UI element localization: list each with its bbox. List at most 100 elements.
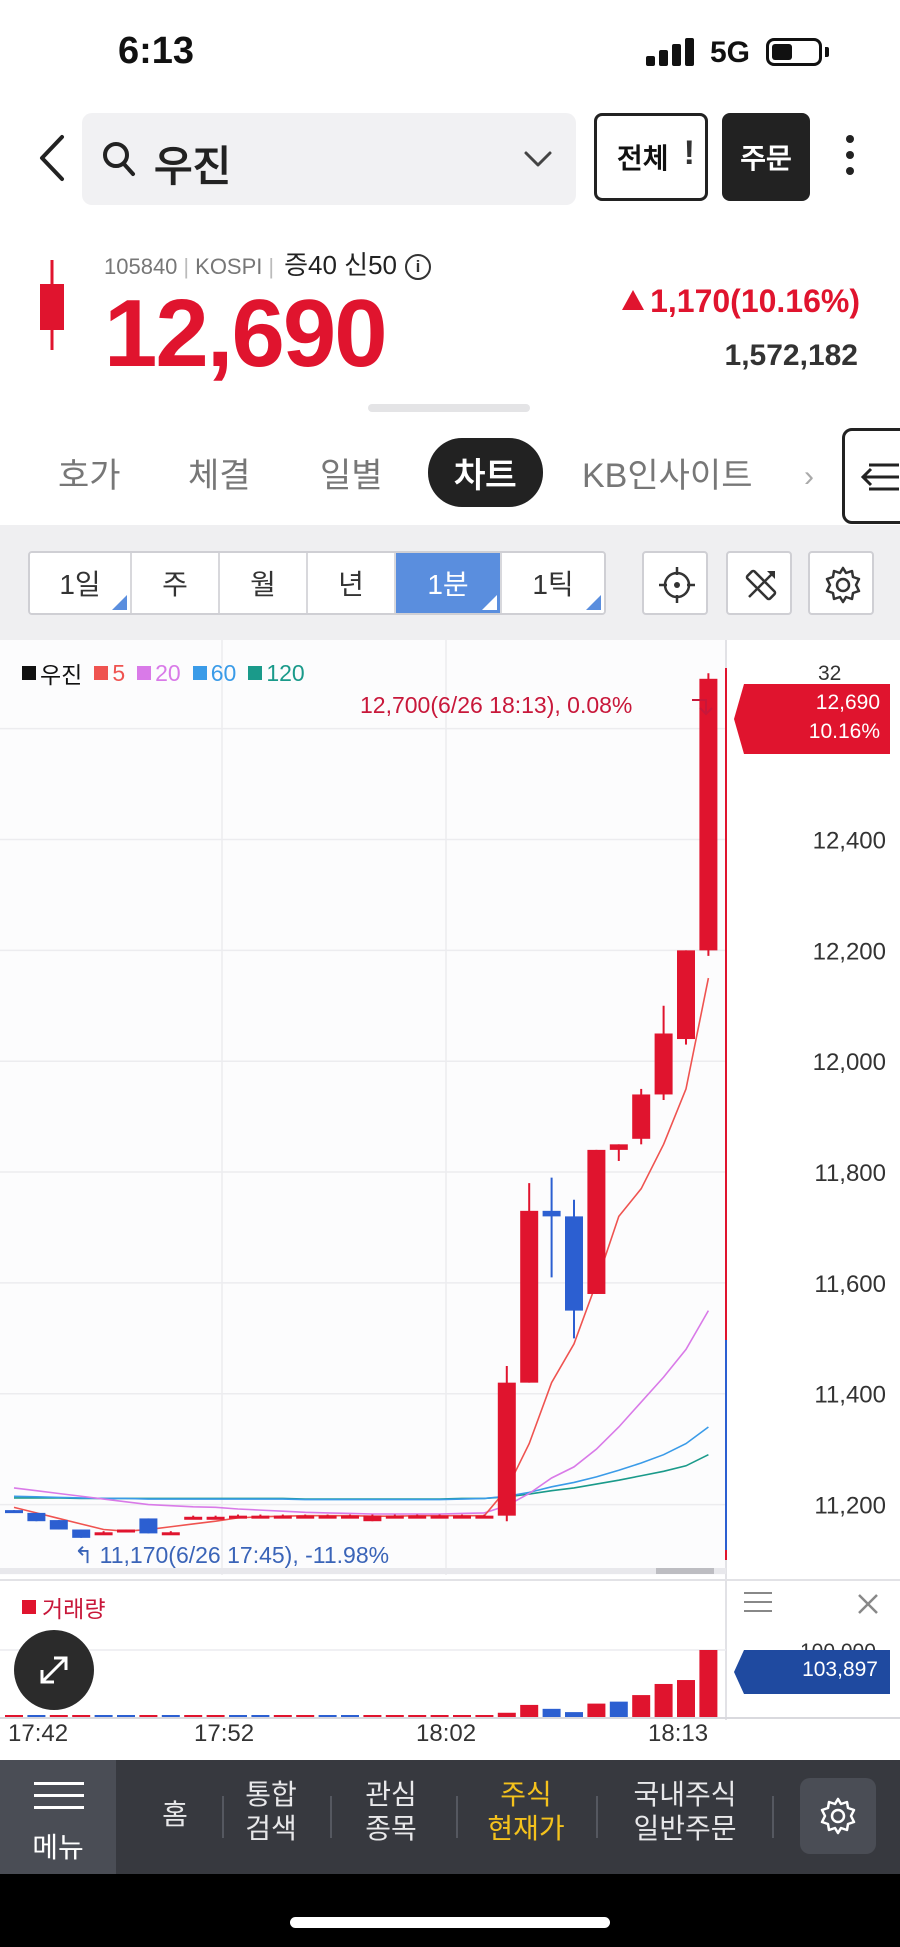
candle xyxy=(139,1518,158,1534)
info-icon[interactable]: i xyxy=(405,254,432,280)
period-selector: 1일 주 월 년 1분 1틱 xyxy=(28,551,606,615)
volume-axis-label: 100,000 xyxy=(800,1640,876,1652)
nav-label: 국내주식 xyxy=(633,1779,737,1810)
expand-icon xyxy=(40,1656,68,1684)
volume-bar xyxy=(632,1695,651,1718)
candle xyxy=(94,1532,113,1536)
candle xyxy=(318,1515,337,1519)
volume-bar xyxy=(699,1650,718,1718)
back-arrow-icon[interactable] xyxy=(34,133,74,183)
bottom-navigation: 메뉴 홈 통합 검색 관심 종목 주식 현재가 국내주식 일반주문 xyxy=(0,1760,900,1874)
y-tick-label: 11,800 xyxy=(814,1160,886,1187)
expand-chart-button[interactable] xyxy=(14,1630,94,1710)
nav-label: 주식 xyxy=(500,1779,552,1810)
period-label: 년 xyxy=(338,569,364,600)
side-panel-button[interactable] xyxy=(842,428,900,524)
volume-tag-value: 103,897 xyxy=(802,1658,878,1681)
tab-trades[interactable]: 체결 xyxy=(188,457,251,495)
legend-item: 20 xyxy=(137,656,181,690)
chart-canvas[interactable]: 12,60012,40012,20012,00011,80011,60011,4… xyxy=(0,640,900,1760)
nav-domestic-order[interactable]: 국내주식 일반주문 xyxy=(620,1778,750,1846)
nav-settings-button[interactable] xyxy=(800,1778,876,1854)
volume-bar xyxy=(117,1715,135,1718)
panel-menu-icon[interactable] xyxy=(744,1592,772,1614)
battery-tip xyxy=(825,47,829,57)
nav-home[interactable]: 홈 xyxy=(150,1798,200,1832)
nav-label: 현재가 xyxy=(487,1813,565,1844)
legend-item: 우진 xyxy=(22,656,82,690)
drag-handle[interactable] xyxy=(368,404,530,412)
legend-item: 5 xyxy=(94,656,125,690)
more-vertical-icon[interactable] xyxy=(840,135,860,185)
tab-chart[interactable]: 차트 xyxy=(428,438,543,507)
period-1tick[interactable]: 1틱 xyxy=(502,553,604,613)
tab-daily[interactable]: 일별 xyxy=(320,457,383,495)
candle xyxy=(609,1144,628,1150)
tag-percent: 10.16% xyxy=(808,720,880,743)
tab-kb-insight[interactable]: KB인사이트 xyxy=(582,457,753,495)
header: 우진 전체 ! 주문 xyxy=(0,105,900,205)
drawing-tools-button[interactable] xyxy=(726,551,792,615)
volume-bar xyxy=(206,1715,225,1718)
period-label: 1일 xyxy=(59,569,101,600)
volume-bar xyxy=(430,1715,449,1718)
volume-bar xyxy=(385,1715,404,1718)
period-1min[interactable]: 1분 xyxy=(396,553,502,613)
tag-price: 12,690 xyxy=(815,691,880,714)
close-icon[interactable] xyxy=(856,1592,880,1616)
volume-bar xyxy=(5,1715,23,1718)
menu-button[interactable]: 메뉴 xyxy=(0,1760,116,1874)
period-year[interactable]: 년 xyxy=(308,553,396,613)
x-axis-label: 17:42 xyxy=(8,1720,69,1747)
period-1day[interactable]: 1일 xyxy=(30,553,132,613)
nav-watchlist[interactable]: 관심 종목 xyxy=(356,1778,426,1846)
home-indicator[interactable] xyxy=(290,1917,610,1928)
x-axis-label: 18:13 xyxy=(648,1720,709,1747)
nav-label: 일반주문 xyxy=(633,1813,737,1844)
stock-search-box[interactable]: 우진 xyxy=(82,113,576,205)
all-button[interactable]: 전체 ! xyxy=(594,113,708,201)
nav-label: 종목 xyxy=(365,1813,417,1844)
network-type: 5G xyxy=(710,36,751,69)
max-price-annotation: 12,700(6/26 18:13), 0.08% xyxy=(360,692,633,718)
scroll-track xyxy=(0,1568,726,1574)
chart-legend: 우진 5 20 60 120 xyxy=(22,656,305,690)
all-button-label: 전체 xyxy=(617,143,669,174)
price-info: 105840 | KOSPI | 증40 신50 i 12,690 1,170(10.16… xyxy=(0,235,900,387)
candle xyxy=(520,1210,539,1383)
nav-stock-price[interactable]: 주식 현재가 xyxy=(478,1778,574,1846)
order-button[interactable]: 주문 xyxy=(722,113,810,201)
legend-label: 5 xyxy=(112,659,126,686)
home-indicator-area xyxy=(0,1874,900,1947)
volume-label: 거래량 xyxy=(42,1596,106,1622)
stock-code: 105840 xyxy=(104,254,178,279)
volume-bar xyxy=(497,1712,516,1718)
chart-settings-button[interactable] xyxy=(808,551,874,615)
nav-search[interactable]: 통합 검색 xyxy=(236,1778,306,1846)
candle xyxy=(385,1515,404,1519)
candle xyxy=(677,950,695,1040)
candle xyxy=(363,1515,382,1522)
tabs-more-arrow[interactable]: › xyxy=(804,460,814,493)
period-label: 주 xyxy=(162,569,188,600)
volume-legend: 거래량 xyxy=(22,1590,105,1624)
volume-bar xyxy=(587,1703,606,1718)
volume-bar xyxy=(341,1715,359,1718)
period-month[interactable]: 월 xyxy=(220,553,308,613)
tab-orderbook[interactable]: 호가 xyxy=(58,457,121,495)
candle xyxy=(475,1515,494,1519)
y-tick-label: 11,400 xyxy=(814,1382,886,1409)
crosshair-icon xyxy=(659,567,695,603)
candle xyxy=(161,1532,180,1536)
price-chart[interactable]: 12,60012,40012,20012,00011,80011,60011,4… xyxy=(0,640,900,1760)
crosshair-button[interactable] xyxy=(642,551,708,615)
gear-icon xyxy=(820,1797,856,1835)
min-price-annotation: ↰ 11,170(6/26 17:45), -11.98% xyxy=(74,1542,390,1568)
volume-bar xyxy=(251,1715,270,1718)
volume-bar xyxy=(49,1715,68,1718)
volume-bar xyxy=(273,1715,292,1718)
period-week[interactable]: 주 xyxy=(132,553,220,613)
max-arrow-icon xyxy=(692,699,713,716)
chevron-down-icon[interactable] xyxy=(520,143,556,173)
volume-bar xyxy=(453,1715,471,1718)
